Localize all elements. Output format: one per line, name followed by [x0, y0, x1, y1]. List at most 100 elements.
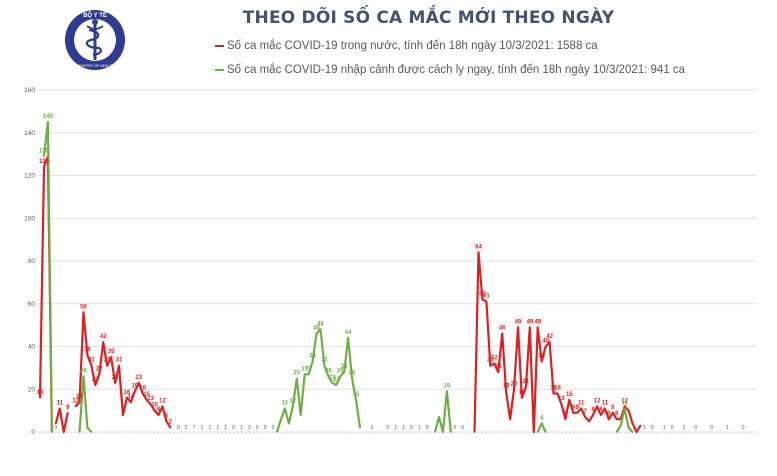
data-label: 28 — [495, 364, 502, 370]
series-1-point — [351, 377, 353, 380]
series-0-point — [552, 392, 555, 395]
data-label: 11 — [621, 400, 628, 406]
data-label-minor: 0 — [426, 425, 429, 431]
data-label: 15 — [353, 392, 360, 398]
y-tick-label: 100 — [24, 215, 35, 222]
series-0-point — [639, 424, 642, 427]
data-label-minor: 1 — [394, 425, 397, 431]
data-label: 8 — [591, 407, 595, 413]
data-label-minor: 0 — [694, 425, 697, 431]
series-0-point — [98, 373, 101, 376]
series-1-point — [284, 407, 286, 410]
series-0-point — [477, 251, 480, 254]
series-0-point — [86, 354, 89, 356]
data-label: 44 — [345, 330, 352, 336]
data-label: 13 — [558, 396, 565, 402]
data-label-minor: 1 — [683, 425, 686, 431]
legend-item-domestic: Số ca mắc COVID-19 trong nước, tính đến … — [215, 38, 598, 54]
data-label: 6 — [508, 411, 512, 417]
series-0-point — [489, 364, 492, 367]
series-1-point — [280, 418, 282, 421]
series-1-point — [631, 431, 634, 433]
series-0-point — [607, 418, 610, 421]
data-label: 28 — [341, 364, 348, 370]
series-1-point — [544, 431, 547, 433]
data-label: 23 — [329, 375, 336, 381]
series-0-point — [62, 431, 65, 433]
series-1-point — [50, 431, 53, 433]
data-label: 42 — [546, 334, 553, 340]
series-0-point — [66, 411, 69, 414]
series-0-point — [165, 420, 168, 423]
series-1-line — [433, 390, 452, 434]
legend-swatch-imported — [215, 69, 224, 71]
series-1-point — [323, 364, 326, 367]
data-label: 18 — [550, 386, 557, 392]
y-tick-label: 0 — [31, 429, 35, 436]
y-tick-label: 80 — [28, 258, 36, 265]
data-label: 23 — [112, 375, 119, 381]
series-1-point — [276, 431, 278, 433]
y-tick-label: 20 — [28, 386, 36, 393]
series-0-point — [102, 341, 105, 344]
series-0-point — [564, 418, 567, 421]
data-label: 12 — [621, 398, 628, 404]
data-label: 61 — [483, 294, 490, 300]
y-tick-label: 40 — [28, 344, 36, 351]
series-1-point — [434, 431, 436, 433]
series-0-line — [54, 407, 69, 434]
series-0-point — [126, 396, 128, 399]
data-label-minor: 0 — [264, 425, 267, 431]
data-label: 14 — [128, 394, 135, 400]
series-0-point — [635, 431, 638, 433]
chart-title: THEO DÕI SỐ CA MẮC MỚI THEO NGÀY — [242, 8, 615, 28]
series-0-point — [110, 356, 113, 359]
data-label-minor: 0 — [256, 425, 259, 431]
data-label: 25 — [293, 371, 300, 377]
series-1-point — [445, 390, 448, 393]
data-label-minor: 1 — [240, 425, 243, 431]
data-label-minor: 0 — [671, 425, 674, 431]
data-label: 22 — [333, 377, 340, 383]
series-1-point — [335, 384, 338, 386]
series-0-point — [106, 364, 109, 367]
series-0-point — [513, 388, 515, 391]
data-label-minor: 0 — [461, 425, 464, 431]
data-label-minor: 2 — [185, 425, 188, 431]
series-1-point — [319, 328, 322, 331]
series-0-point — [473, 431, 476, 433]
data-label: 9 — [572, 405, 576, 411]
logo-ring-top: BỘ Y TẾ — [83, 11, 107, 19]
series-1-line — [78, 375, 93, 433]
series-1-point — [78, 431, 81, 433]
series-0-point — [528, 326, 531, 329]
data-label: 4 — [540, 415, 544, 421]
series-0-point — [532, 431, 535, 433]
data-label: 11 — [57, 400, 64, 406]
series-0-point — [631, 422, 634, 425]
legend-label-domestic: Số ca mắc COVID-19 trong nước, tính đến … — [227, 40, 598, 52]
gridlines — [38, 89, 757, 433]
series-1-point — [299, 414, 302, 416]
series-1-point — [536, 431, 539, 433]
data-label-minor: 0 — [453, 425, 456, 431]
series-0-point — [536, 326, 539, 329]
series-0-point — [592, 414, 594, 416]
series-1-point — [327, 375, 330, 378]
series-0-point — [572, 411, 575, 414]
data-label: 49 — [534, 319, 541, 325]
data-label-minor: 1 — [663, 425, 666, 431]
data-label: 21 — [523, 379, 530, 385]
series-1-point — [291, 405, 294, 408]
data-label: 9 — [66, 405, 70, 411]
series-1-point — [90, 431, 93, 433]
data-label: 8 — [157, 407, 161, 413]
series-0-point — [568, 399, 571, 401]
data-label: 27 — [305, 366, 312, 372]
y-axis-ticks: 0 20 40 60 80 100 120 140 160 — [24, 87, 35, 436]
series-1-point — [615, 431, 618, 433]
series-0-point — [149, 403, 152, 406]
series-0-point — [544, 345, 547, 348]
series-0-point — [509, 418, 511, 421]
series-0-point — [114, 381, 116, 384]
